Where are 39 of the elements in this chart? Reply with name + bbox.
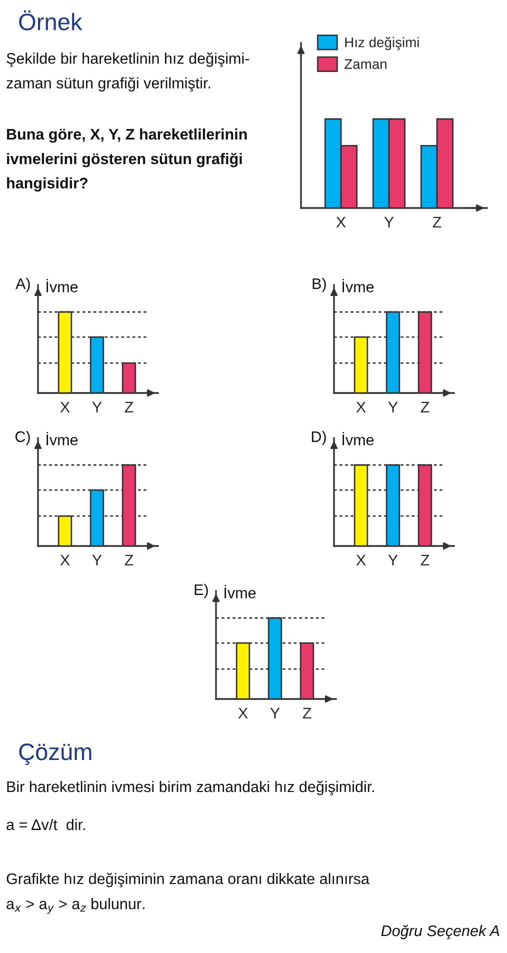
text: Çözüm bbox=[19, 744, 92, 766]
chart-title: B) bbox=[312, 278, 326, 292]
x-tick-label: Z bbox=[420, 554, 430, 566]
text: Doğru Seçenek A bbox=[381, 924, 500, 940]
x-tick-label: Y bbox=[92, 554, 102, 566]
text: Buna göre, X, Y, Z hareketlilerinin ivmelerini gösteren sütun grafiği hangisidir? bbox=[7, 128, 247, 192]
x-tick-label: Z bbox=[124, 402, 134, 412]
x-tick-label: X bbox=[356, 554, 366, 566]
x-tick-label: X bbox=[336, 216, 346, 228]
chart-title: E) bbox=[194, 584, 208, 598]
text: Bir hareketlinin ivmesi birim zamandaki hız değişimidir. bbox=[7, 780, 374, 796]
text: Şekilde bir hareketlinin hız değişimi- zaman sütun grafiği verilmiştir. bbox=[6, 52, 250, 92]
x-tick-label: X bbox=[356, 402, 366, 412]
text: a = Δv/t dir. bbox=[6, 818, 85, 830]
legend-label: Zaman bbox=[344, 59, 386, 69]
text: a$_{x}$ > a$_{y}$ > a$_{z}$ bulunur. bbox=[6, 898, 144, 914]
x-tick-label: Z bbox=[420, 402, 430, 412]
y-axis-title: İvme bbox=[342, 278, 374, 292]
x-tick-label: Y bbox=[270, 708, 280, 718]
chart-title: D) bbox=[312, 430, 326, 446]
chart-title: C) bbox=[15, 430, 30, 446]
x-tick-label: Y bbox=[384, 216, 394, 228]
y-axis-title: İvme bbox=[224, 584, 256, 598]
x-tick-label: Z bbox=[432, 216, 442, 228]
x-tick-label: Y bbox=[92, 402, 102, 412]
x-tick-label: Z bbox=[124, 554, 134, 566]
text: Grafikte hız değişiminin zamana oranı dikkate alınırsa bbox=[6, 872, 370, 888]
y-axis-title: İvme bbox=[342, 432, 374, 446]
y-axis-title: İvme bbox=[46, 432, 78, 446]
x-tick-label: Y bbox=[388, 554, 398, 566]
x-tick-label: X bbox=[60, 554, 70, 566]
x-tick-label: X bbox=[60, 402, 70, 412]
x-tick-label: Y bbox=[388, 402, 398, 412]
x-tick-label: X bbox=[238, 708, 248, 718]
x-tick-label: Z bbox=[302, 708, 312, 718]
y-axis-title: İvme bbox=[46, 278, 78, 292]
text: Örnek bbox=[19, 10, 82, 30]
legend-label: Hız değişimi bbox=[345, 36, 419, 50]
chart-title: A) bbox=[16, 278, 30, 292]
